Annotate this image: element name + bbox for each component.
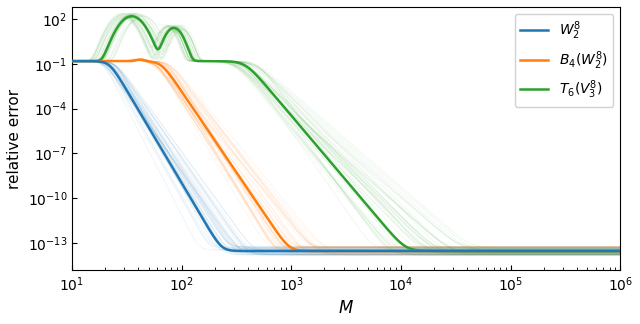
Legend: $W_2^8$, $B_4(W_2^8)$, $T_6(V_3^8)$: $W_2^8$, $B_4(W_2^8)$, $T_6(V_3^8)$ — [515, 14, 614, 107]
X-axis label: $M$: $M$ — [338, 299, 354, 317]
Y-axis label: relative error: relative error — [7, 88, 22, 189]
